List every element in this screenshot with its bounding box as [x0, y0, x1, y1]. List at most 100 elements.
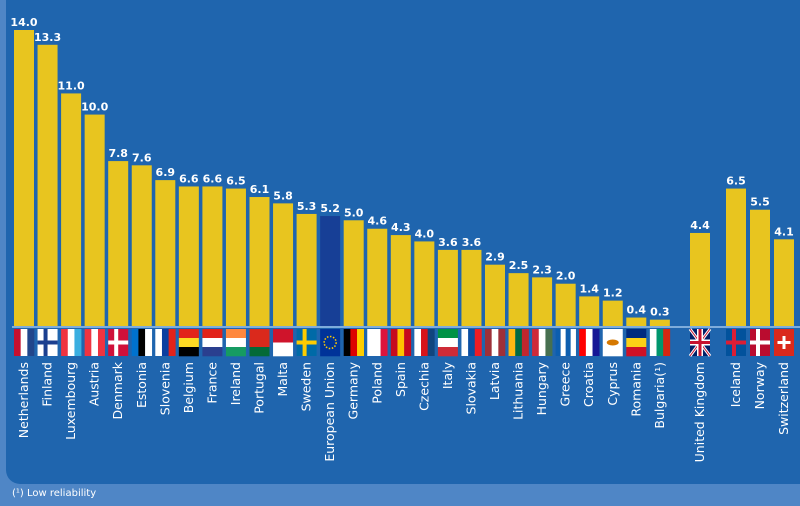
value-label: 3.6: [462, 236, 482, 249]
category-label: Slovakia: [463, 362, 478, 414]
value-label: 1.2: [603, 287, 623, 300]
value-label: 4.0: [415, 227, 435, 240]
bar: [579, 296, 600, 326]
flag-icon: [726, 329, 746, 356]
flag-icon: [437, 329, 458, 357]
bar: [555, 283, 576, 326]
category-label: Poland: [369, 362, 384, 404]
flag-icon: [296, 329, 317, 356]
flag-icon: [37, 329, 58, 356]
value-label: 14.0: [10, 16, 37, 29]
bar-group: 5.2 European Union: [320, 202, 341, 462]
bar-group: 5.8 Malta: [273, 189, 294, 396]
value-label: 10.0: [81, 101, 108, 114]
category-label: Finland: [40, 362, 55, 407]
bar-group: 4.6 Poland: [367, 215, 388, 404]
value-label: 6.6: [203, 172, 223, 185]
flag-icon: [84, 329, 105, 356]
value-label: 5.5: [750, 196, 770, 209]
bar: [225, 188, 246, 326]
bar-group: 3.6 Italy: [437, 236, 458, 389]
bar-group: 2.5 Lithuania: [508, 259, 529, 420]
value-label: 3.6: [438, 236, 458, 249]
bar: [273, 203, 294, 326]
bar: [414, 241, 435, 326]
category-label: France: [204, 362, 219, 404]
bar: [726, 188, 746, 326]
bar-group: 4.3 Spain: [390, 221, 412, 397]
bar: [461, 249, 482, 326]
bar-group: 10.0 Austria: [81, 101, 108, 407]
bar: [131, 165, 152, 326]
category-label: Luxembourg: [63, 362, 78, 440]
bar: [367, 228, 388, 326]
category-label: Switzerland: [776, 362, 791, 435]
value-label: 6.5: [226, 175, 246, 188]
category-label: Croatia: [581, 362, 596, 407]
bar: [320, 216, 341, 326]
bar: [61, 93, 82, 326]
flag-icon: [225, 329, 246, 357]
bar: [249, 197, 270, 326]
bar-group: 1.2 Cyprus: [602, 287, 623, 406]
value-label: 4.6: [368, 215, 388, 228]
bar: [690, 232, 710, 326]
value-label: 2.3: [532, 263, 552, 276]
flag-icon: [61, 329, 82, 356]
flag-icon: [155, 329, 176, 356]
category-label: Bulgaria(¹): [652, 362, 667, 429]
category-label: Ireland: [228, 362, 243, 405]
bar-group: 2.9 Latvia: [485, 251, 506, 400]
category-label: Lithuania: [511, 362, 526, 420]
flag-icon: [774, 329, 794, 356]
category-label: Norway: [752, 361, 767, 409]
bar: [202, 186, 223, 326]
footnote: (¹) Low reliability: [12, 488, 97, 499]
flag-icon: [461, 329, 482, 356]
flag-icon: [390, 329, 412, 356]
flag-icon: [555, 329, 576, 356]
bar-group: 6.9 Slovenia: [155, 166, 176, 415]
flag-icon: [649, 329, 671, 356]
flag-icon: [14, 329, 35, 356]
bar-group: 11.0 Luxembourg: [58, 79, 85, 439]
category-label: Romania: [628, 362, 643, 417]
flag-icon: [508, 329, 529, 356]
flag-icon: [249, 329, 270, 357]
category-label: Latvia: [487, 362, 502, 400]
bar-group: 3.6 Slovakia: [461, 236, 482, 414]
value-label: 5.2: [320, 202, 340, 215]
category-label: United Kingdom: [692, 362, 707, 462]
bar: [37, 44, 58, 327]
bar: [750, 209, 770, 326]
category-label: European Union: [322, 362, 337, 462]
category-label: Malta: [275, 362, 290, 396]
bar: [485, 264, 505, 326]
flag-icon: [688, 328, 712, 357]
flag-icon: [131, 329, 153, 356]
bar: [296, 213, 317, 326]
category-label: Netherlands: [16, 362, 31, 438]
bar-group: 13.3 Finland: [34, 31, 61, 407]
bar: [774, 239, 794, 326]
category-label: Italy: [440, 361, 455, 389]
value-label: 13.3: [34, 31, 61, 44]
value-label: 7.6: [132, 151, 152, 164]
bar-group: 5.3 Sweden: [296, 200, 317, 411]
flag-icon: [273, 329, 294, 357]
value-label: 1.4: [579, 282, 599, 295]
bar: [508, 273, 529, 326]
bar-group: 2.0 Greece: [555, 270, 576, 407]
chart-panel: 14.0 Netherlands 13.3 Finland 11.0 Luxembourg…: [6, 0, 800, 484]
bar-group: 1.4 Croatia: [579, 282, 600, 407]
bar-group: 7.6 Estonia: [131, 151, 153, 408]
category-label: Spain: [393, 362, 408, 397]
category-label: Portugal: [252, 362, 267, 414]
category-label: Cyprus: [605, 362, 620, 406]
bar-group: 6.5 Iceland: [726, 175, 746, 407]
value-label: 4.1: [774, 225, 794, 238]
value-label: 6.1: [250, 183, 270, 196]
category-label: Denmark: [110, 361, 125, 419]
bar-group: 4.4 United Kingdom: [688, 219, 712, 462]
bar: [532, 277, 553, 326]
